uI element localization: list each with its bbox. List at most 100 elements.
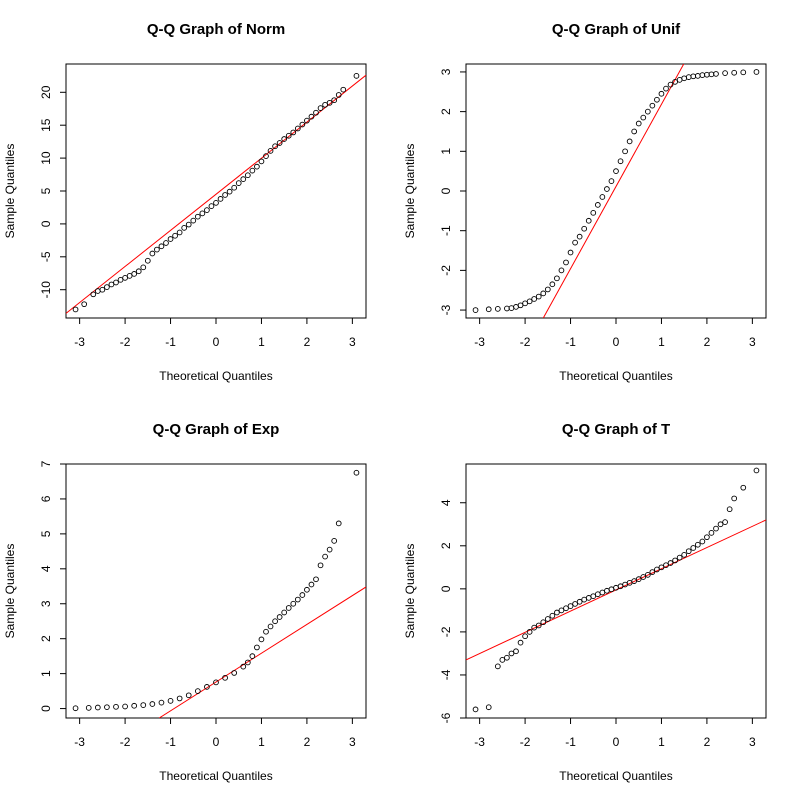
chart-title: Q-Q Graph of T xyxy=(562,421,670,438)
qq-point xyxy=(554,275,560,282)
qq-point xyxy=(240,663,247,670)
qq-point xyxy=(94,704,101,711)
x-tick-label: 3 xyxy=(749,335,756,349)
qq-point xyxy=(694,73,701,79)
qq-point xyxy=(676,77,683,83)
qq-point xyxy=(217,196,224,202)
x-tick-label: 1 xyxy=(258,335,265,349)
y-tick-label: 0 xyxy=(439,585,453,592)
qq-point xyxy=(504,305,510,312)
chart-title: Q-Q Graph of Norm xyxy=(147,21,285,38)
qq-point xyxy=(576,233,583,240)
qq-point xyxy=(285,605,292,611)
qq-point xyxy=(158,243,165,250)
qq-point xyxy=(594,202,601,208)
y-tick-label: 10 xyxy=(39,151,53,165)
qq-point xyxy=(690,545,697,551)
x-tick-label: 2 xyxy=(704,735,711,749)
y-tick-label: 0 xyxy=(439,187,453,194)
qq-point xyxy=(708,71,715,78)
qq-point xyxy=(72,306,79,313)
plot-frame xyxy=(465,463,767,719)
qq-point xyxy=(658,564,665,571)
qq-point xyxy=(685,74,692,80)
qq-point xyxy=(563,259,569,266)
qq-point xyxy=(635,120,642,127)
qq-point xyxy=(117,276,124,283)
qq-point xyxy=(540,290,547,297)
qq-point xyxy=(585,217,592,224)
qq-point xyxy=(713,71,719,77)
qq-point xyxy=(231,184,238,191)
qq-point xyxy=(322,101,328,108)
x-tick-label: -1 xyxy=(165,335,176,349)
qq-point xyxy=(353,72,360,79)
qq-point xyxy=(685,548,692,555)
qq-point xyxy=(144,257,151,264)
qq-point xyxy=(340,86,347,93)
qq-point xyxy=(740,69,747,76)
qq-point xyxy=(185,221,192,228)
qq-point xyxy=(258,158,265,165)
qq-point xyxy=(549,281,556,288)
x-axis-label: Theoretical Quantiles xyxy=(159,769,272,783)
qq-point xyxy=(631,128,638,135)
qq-point xyxy=(663,562,669,569)
x-tick-label: 3 xyxy=(749,735,756,749)
qq-point xyxy=(694,541,701,548)
qq-point xyxy=(290,600,297,607)
qq-point xyxy=(613,168,619,175)
qq-point xyxy=(513,648,519,655)
qq-point xyxy=(704,71,710,78)
qq-point xyxy=(190,217,197,224)
x-tick-label: 0 xyxy=(213,335,220,349)
qq-point xyxy=(313,576,319,583)
y-tick-label: -4 xyxy=(439,669,453,680)
qq-point xyxy=(317,105,324,111)
qq-point xyxy=(353,469,360,476)
qq-point xyxy=(90,291,97,298)
qq-point xyxy=(649,569,656,575)
chart-title: Q-Q Graph of Exp xyxy=(153,421,280,438)
qq-point xyxy=(167,236,174,242)
qq-point xyxy=(258,636,265,643)
qq-point xyxy=(517,302,524,309)
qq-point xyxy=(513,304,519,310)
qq-point xyxy=(131,271,138,277)
x-tick-label: -1 xyxy=(565,335,576,349)
qq-point xyxy=(72,705,79,712)
y-tick-label: 20 xyxy=(39,85,53,99)
qq-point xyxy=(326,99,333,106)
qq-point xyxy=(299,592,306,598)
y-tick-label: 1 xyxy=(39,670,53,677)
qq-point xyxy=(213,679,219,686)
qq-point xyxy=(544,616,551,622)
qq-point xyxy=(713,525,719,532)
qq-panel-3: Q-Q Graph of T -3 -2 -1 0 1 2 3 -6 -4 -2 0 2 4 Theoret… xyxy=(403,421,767,783)
qq-point xyxy=(594,591,601,598)
qq-point xyxy=(249,167,256,174)
qq-point xyxy=(522,633,528,640)
qq-point xyxy=(335,520,342,527)
qq-point xyxy=(581,225,588,232)
qq-point xyxy=(644,572,651,578)
qq-point xyxy=(104,704,110,711)
qq-point xyxy=(226,188,233,195)
qq-point xyxy=(94,288,101,294)
x-tick-label: -2 xyxy=(520,735,531,749)
qq-point xyxy=(122,703,128,710)
qq-point xyxy=(140,264,147,271)
x-tick-label: -2 xyxy=(120,335,131,349)
x-tick-label: 2 xyxy=(704,335,711,349)
x-tick-label: 3 xyxy=(349,335,356,349)
qq-point xyxy=(281,136,288,142)
qq-point xyxy=(667,560,674,566)
qq-point xyxy=(522,300,528,307)
qq-point xyxy=(585,595,592,601)
x-tick-label: -2 xyxy=(120,735,131,749)
x-tick-label: 0 xyxy=(613,335,620,349)
qq-point xyxy=(731,69,738,76)
qq-point xyxy=(249,653,256,660)
y-tick-label: -2 xyxy=(439,265,453,276)
qq-point xyxy=(526,298,533,305)
